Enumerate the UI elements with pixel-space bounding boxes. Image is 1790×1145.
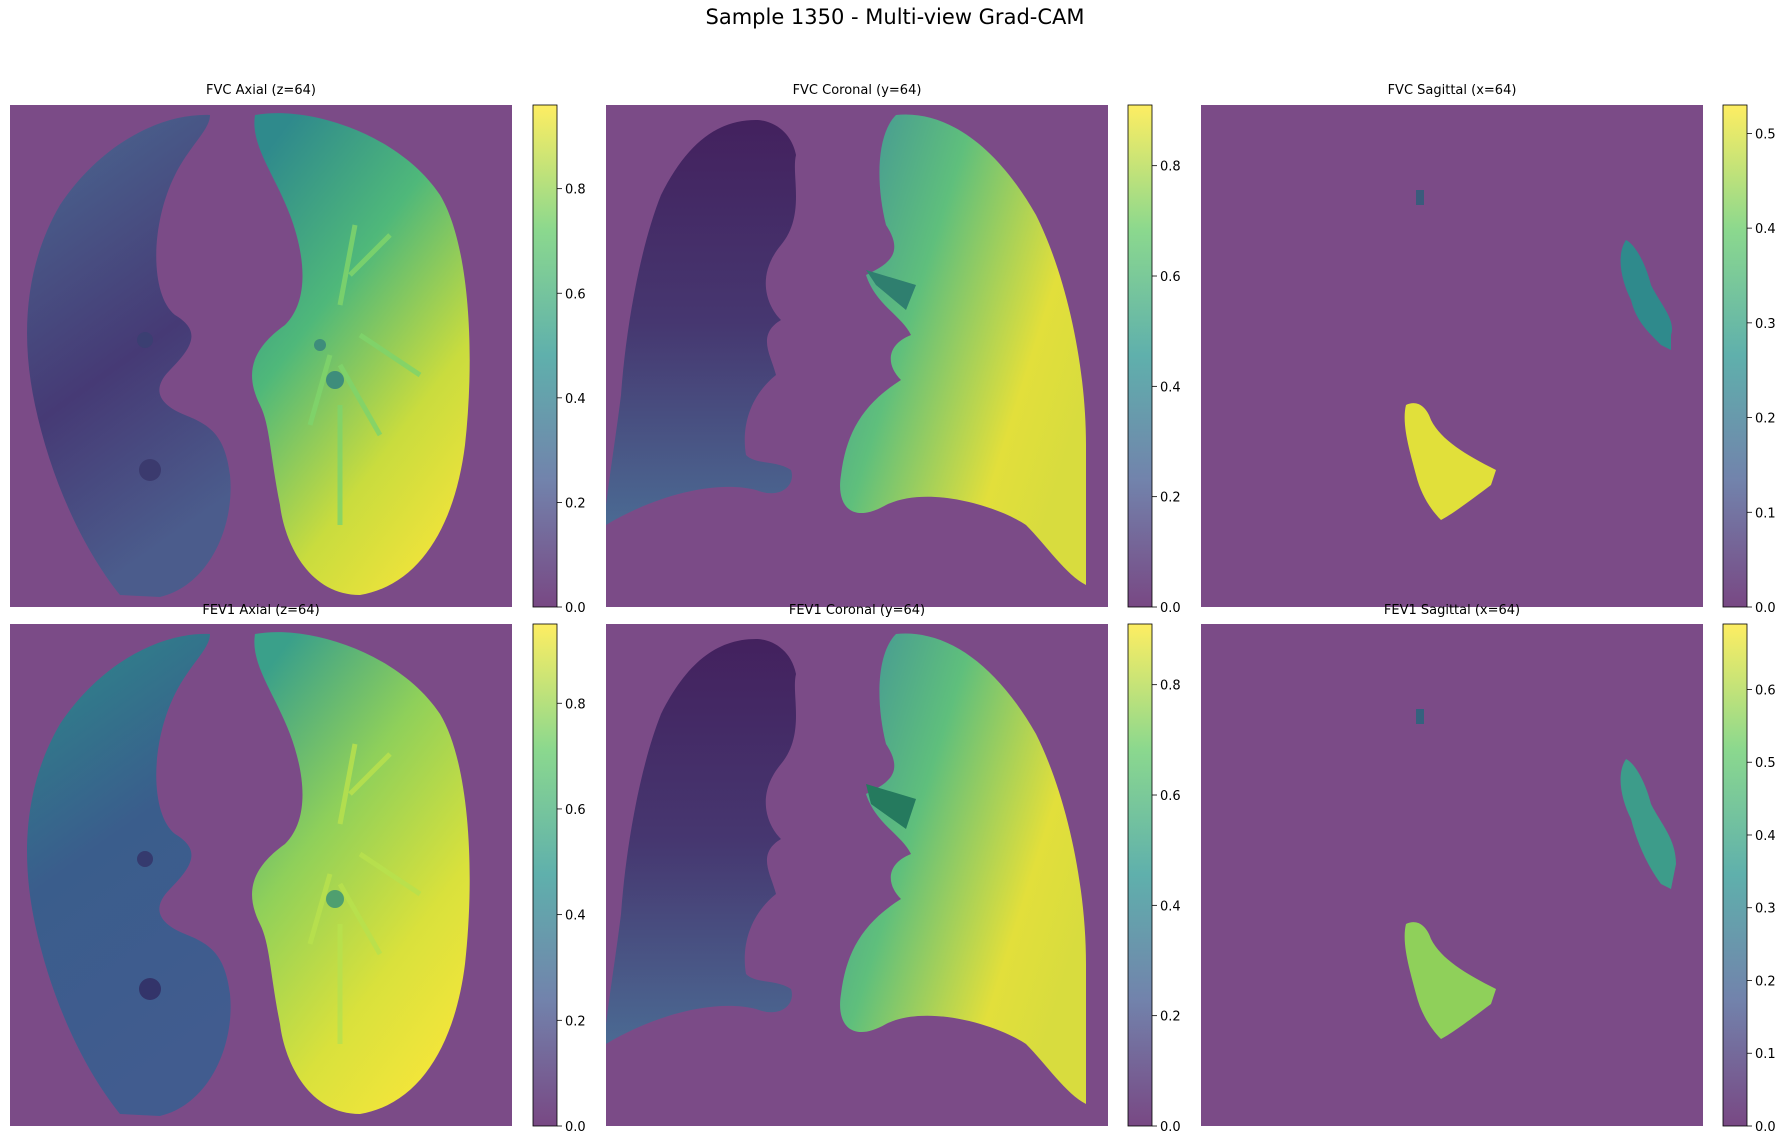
colorbar-fev1-coronal: 0.0 0.2 0.4 0.6 0.8 (1127, 623, 1181, 1135)
small-region (1416, 190, 1424, 205)
vessel (326, 890, 344, 908)
colorbar-tick-label: 0.4 (565, 909, 586, 924)
colorbar-fev1-sagittal: 0.0 0.1 0.2 0.3 0.4 0.5 0.6 (1722, 623, 1776, 1135)
panel-title-fev1-coronal: FEV1 Coronal (y=64) (788, 603, 926, 618)
colorbar-tick-label: 0.4 (1755, 222, 1776, 237)
colorbar-tick-label: 0.4 (1160, 380, 1181, 395)
colorbar-tick-label: 0.4 (565, 392, 586, 407)
colorbar-tick-label: 0.6 (1160, 270, 1181, 285)
vessel (314, 339, 326, 351)
colorbar-tick-label: 0.6 (565, 287, 586, 302)
lung-region-lower (1404, 403, 1496, 520)
colorbar-gradient (532, 104, 558, 608)
colorbar-gradient (532, 623, 558, 1127)
nodule (139, 459, 161, 481)
airways (307, 224, 422, 525)
lung-right (252, 632, 470, 1114)
colorbar-tick-label: 0.2 (565, 496, 586, 511)
lung-region-upper (1620, 240, 1672, 350)
colorbar-tick-label: 0.2 (1160, 1010, 1181, 1025)
colorbar-tick-label: 0.0 (1755, 601, 1776, 616)
overlay-background (1201, 105, 1703, 607)
colorbar-tick-label: 0.3 (1755, 902, 1776, 917)
colorbar-tick-label: 0.2 (1755, 974, 1776, 989)
colorbar-tick-label: 0.6 (1160, 789, 1181, 804)
colorbar-tick-label: 0.3 (1755, 317, 1776, 332)
lung-right (252, 113, 470, 596)
colorbar-gradient (1127, 623, 1153, 1127)
colorbar-tick-label: 0.4 (1160, 899, 1181, 914)
colorbar-tick-label: 0.6 (565, 803, 586, 818)
colorbar-tick-label: 0.0 (565, 601, 586, 616)
colorbar-fev1-axial: 0.0 0.2 0.4 0.6 0.8 (532, 623, 586, 1135)
colorbar-tick-label: 0.0 (1160, 601, 1181, 616)
colorbar-gradient (1722, 623, 1748, 1127)
panel-title-fvc-sagittal: FVC Sagittal (x=64) (1387, 83, 1517, 98)
colorbar-tick-label: 0.8 (1160, 679, 1181, 694)
colorbar-fvc-coronal: 0.0 0.2 0.4 0.6 0.8 (1127, 104, 1181, 616)
lung-right (840, 633, 1086, 1104)
gradcam-image-fev1-sagittal (1201, 624, 1703, 1126)
lung-left (27, 633, 231, 1116)
lung-region-upper (1620, 759, 1676, 889)
gradcam-image-fev1-axial (10, 624, 512, 1126)
lung-left (606, 120, 796, 525)
airways (307, 743, 422, 1044)
overlay-background (1201, 624, 1703, 1126)
nodule (137, 851, 153, 867)
colorbar-tick-label: 0.0 (1755, 1120, 1776, 1135)
colorbar-fvc-axial: 0.0 0.2 0.4 0.6 0.8 (532, 104, 586, 616)
colorbar-tick-label: 0.1 (1755, 506, 1776, 521)
panel-title-fvc-coronal: FVC Coronal (y=64) (792, 83, 922, 98)
colorbar-gradient (1127, 104, 1153, 608)
colorbar-fvc-sagittal: 0.0 0.1 0.2 0.3 0.4 0.5 (1722, 104, 1776, 616)
colorbar-tick-label: 0.5 (1755, 756, 1776, 771)
nodule (139, 978, 161, 1000)
panel-title-fvc-axial: FVC Axial (z=64) (206, 83, 316, 98)
colorbar-tick-label: 0.2 (1755, 412, 1776, 427)
colorbar-tick-label: 0.8 (1160, 160, 1181, 175)
figure-title: Sample 1350 - Multi-view Grad-CAM (705, 5, 1085, 29)
gradcam-image-fvc-sagittal (1201, 105, 1703, 607)
colorbar-tick-label: 0.8 (565, 183, 586, 198)
colorbar-tick-label: 0.1 (1755, 1047, 1776, 1062)
lung-right (840, 114, 1086, 585)
airway (866, 784, 916, 829)
gradcam-image-fev1-coronal (606, 624, 1108, 1126)
small-region (1416, 709, 1424, 724)
colorbar-tick-label: 0.2 (565, 1014, 586, 1029)
gradcam-image-fvc-coronal (606, 105, 1108, 607)
lung-left (27, 114, 231, 597)
airway (866, 270, 916, 310)
colorbar-tick-label: 0.4 (1755, 829, 1776, 844)
colorbar-gradient (1722, 104, 1748, 608)
colorbar-tick-label: 0.0 (565, 1120, 586, 1135)
colorbar-tick-label: 0.8 (565, 697, 586, 712)
colorbar-tick-label: 0.0 (1160, 1120, 1181, 1135)
vessel (326, 371, 344, 389)
panel-title-fev1-sagittal: FEV1 Sagittal (x=64) (1383, 603, 1521, 618)
colorbar-tick-label: 0.2 (1160, 491, 1181, 506)
lung-region-lower (1404, 922, 1496, 1039)
lung-left (606, 639, 796, 1044)
gradcam-image-fvc-axial (10, 105, 512, 607)
colorbar-tick-label: 0.6 (1755, 683, 1776, 698)
panel-title-fev1-axial: FEV1 Axial (z=64) (202, 603, 320, 618)
nodule (137, 332, 153, 348)
colorbar-tick-label: 0.5 (1755, 127, 1776, 142)
